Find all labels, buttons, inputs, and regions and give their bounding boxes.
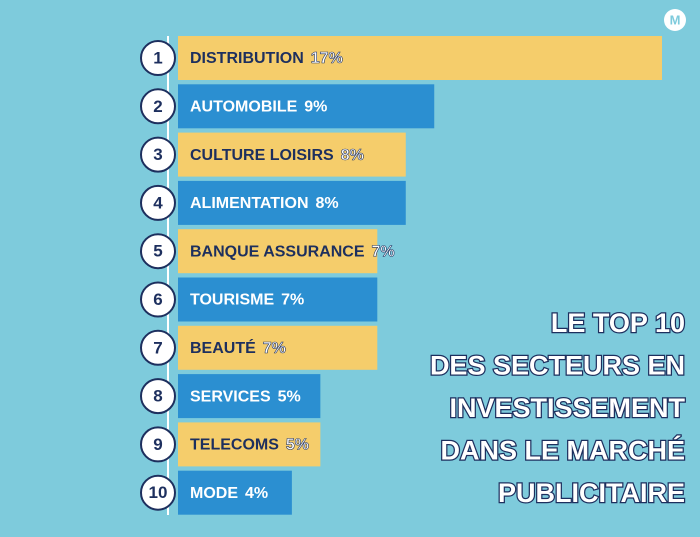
rank-label: 4 <box>153 193 163 212</box>
category-label: MODE <box>190 485 238 502</box>
rank-label: 3 <box>153 145 162 164</box>
logo-letter: M <box>670 12 681 27</box>
bar <box>178 84 435 129</box>
category-label: AUTOMOBILE <box>190 99 298 116</box>
value-label: 8% <box>316 195 339 212</box>
rank-badge <box>140 233 176 270</box>
bar <box>178 422 321 467</box>
bar <box>178 277 378 322</box>
category-label: CULTURE LOISIRS <box>190 147 334 164</box>
rank-label: 10 <box>149 483 168 502</box>
rank-badge <box>140 378 176 415</box>
rank-label: 5 <box>153 242 162 261</box>
rank-badge <box>140 281 176 318</box>
title-line: LE TOP 10 <box>551 308 685 338</box>
bar <box>178 470 292 515</box>
value-label: 9% <box>304 99 327 116</box>
title-line: INVESTISSEMENT <box>449 393 685 423</box>
value-label: 8% <box>341 147 364 164</box>
rank-label: 8 <box>153 387 162 406</box>
category-label: BANQUE ASSURANCE <box>190 243 365 260</box>
rank-label: 7 <box>153 338 162 357</box>
logo <box>664 9 686 31</box>
value-label: 5% <box>286 437 309 454</box>
rank-badge <box>140 88 176 125</box>
rank-badge <box>140 184 176 221</box>
bar <box>178 180 406 225</box>
title-line: PUBLICITAIRE <box>498 478 685 508</box>
bar <box>178 132 406 177</box>
category-label: TOURISME <box>190 292 274 309</box>
bar <box>178 229 378 274</box>
rank-badge <box>140 474 176 511</box>
category-label: SERVICES <box>190 388 271 405</box>
bar <box>178 374 321 419</box>
value-label: 4% <box>245 485 268 502</box>
rank-badge <box>140 40 176 76</box>
bar <box>178 36 662 80</box>
rank-label: 1 <box>153 48 162 67</box>
category-label: DISTRIBUTION <box>190 50 304 67</box>
category-label: BEAUTÉ <box>190 338 256 357</box>
rank-label: 6 <box>153 290 162 309</box>
rank-label: 9 <box>153 435 162 454</box>
rank-badge <box>140 426 176 463</box>
value-label: 5% <box>278 388 301 405</box>
rank-label: 2 <box>153 97 162 116</box>
rank-badge <box>140 329 176 366</box>
value-label: 17% <box>311 50 343 67</box>
value-label: 7% <box>372 243 395 260</box>
category-label: TELECOMS <box>190 437 279 454</box>
category-label: ALIMENTATION <box>190 195 309 212</box>
title-line: DANS LE MARCHÉ <box>440 435 685 466</box>
value-label: 7% <box>263 340 286 357</box>
value-label: 7% <box>281 292 304 309</box>
rank-badge <box>140 136 176 173</box>
bar <box>178 325 378 370</box>
title-line: DES SECTEURS EN <box>430 351 685 381</box>
